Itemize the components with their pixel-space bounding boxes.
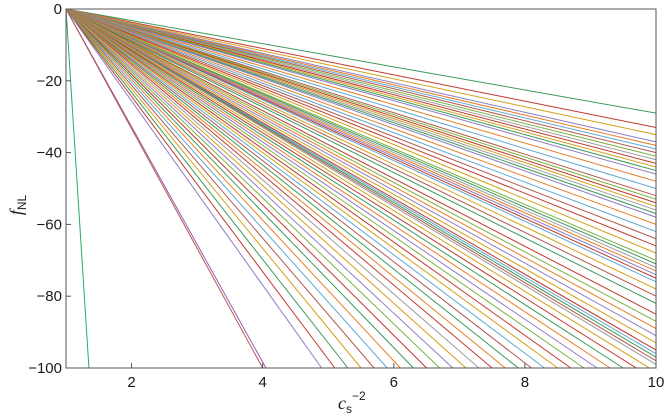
- x-axis-label-sup: −2: [352, 389, 366, 403]
- series-line-13: [65, 8, 657, 175]
- series-line-44: [65, 8, 657, 355]
- series-line-27: [65, 8, 657, 254]
- series-line-34: [65, 8, 657, 283]
- series-line-29: [65, 8, 657, 265]
- series-line-58: [65, 8, 519, 369]
- series-line-54: [65, 8, 572, 369]
- series-line-71: [65, 8, 349, 369]
- x-axis-label-sub: s: [346, 402, 352, 416]
- series-line-70: [65, 8, 362, 369]
- series-line-42: [65, 8, 657, 344]
- series-line-41: [65, 8, 657, 337]
- series-line-6: [65, 8, 657, 150]
- series-line-40: [65, 8, 657, 329]
- x-tick-label-2: 2: [127, 374, 135, 391]
- series-line-48: [65, 8, 650, 369]
- series-line-53: [65, 8, 585, 369]
- series-line-23: [65, 8, 657, 225]
- x-axis-ticks: 2 4 6 8 10: [127, 363, 664, 391]
- series-line-24: [65, 8, 657, 233]
- series-line-38: [65, 8, 657, 315]
- series-line-52: [65, 8, 598, 369]
- series-line-18: [65, 8, 657, 204]
- series-line-22: [65, 8, 657, 218]
- series-line-19: [65, 8, 657, 207]
- series-line-62: [65, 8, 467, 369]
- y-tick-label-20: −20: [37, 73, 62, 90]
- y-axis-label-sub: NL: [15, 194, 29, 210]
- series-line-15: [65, 8, 657, 189]
- series-line-1: [65, 8, 657, 114]
- series-line-35: [65, 8, 657, 290]
- series-line-75: [65, 8, 264, 369]
- series-line-39: [65, 8, 657, 322]
- x-axis-label-base: c: [338, 393, 346, 413]
- y-tick-label-0: 0: [54, 1, 62, 18]
- series-line-7: [65, 8, 657, 154]
- series-line-56: [65, 8, 545, 369]
- series-line-8: [65, 8, 657, 157]
- series-line-32: [65, 8, 657, 276]
- series-line-64: [65, 8, 441, 369]
- series-line-2: [65, 8, 657, 128]
- y-tick-label-40: −40: [37, 145, 62, 162]
- y-tick-label-60: −60: [37, 216, 62, 233]
- series-line-47: [65, 8, 657, 365]
- series-line-9: [65, 8, 657, 161]
- series-line-30: [65, 8, 657, 268]
- series-line-46: [65, 8, 657, 362]
- series-line-26: [65, 8, 657, 247]
- series-line-51: [65, 8, 611, 369]
- series-line-59: [65, 8, 506, 369]
- series-line-68: [65, 8, 388, 369]
- series-line-11: [65, 8, 657, 168]
- x-tick-label-6: 6: [390, 374, 398, 391]
- series-line-20: [65, 8, 657, 211]
- series-line-66: [65, 8, 414, 369]
- series-line-61: [65, 8, 480, 369]
- y-tick-label-100: −100: [28, 360, 62, 377]
- y-axis-ticks: 0 −20 −40 −60 −80 −100: [28, 1, 71, 377]
- series-line-33: [65, 8, 657, 279]
- series-line-63: [65, 8, 454, 369]
- x-tick-label-8: 8: [521, 374, 529, 391]
- series-line-69: [65, 8, 375, 369]
- series-line-25: [65, 8, 657, 240]
- series-line-60: [65, 8, 493, 369]
- series-line-16: [65, 8, 657, 197]
- series-line-72: [65, 8, 336, 369]
- series-line-17: [65, 8, 657, 200]
- series-line-36: [65, 8, 657, 297]
- series-line-14: [65, 8, 657, 182]
- series-line-76: [65, 8, 90, 369]
- x-axis-label: cs−2: [338, 389, 366, 416]
- series-line-31: [65, 8, 657, 272]
- series-lines: [65, 8, 657, 369]
- series-line-65: [65, 8, 427, 369]
- series-line-10: [65, 8, 657, 164]
- series-line-21: [65, 8, 657, 215]
- series-line-57: [65, 8, 532, 369]
- series-line-43: [65, 8, 657, 351]
- series-line-4: [65, 8, 657, 143]
- series-line-50: [65, 8, 624, 369]
- series-line-5: [65, 8, 657, 146]
- series-line-49: [65, 8, 637, 369]
- series-line-55: [65, 8, 558, 369]
- series-line-67: [65, 8, 401, 369]
- plot-frame: [65, 8, 657, 369]
- x-tick-label-10: 10: [648, 374, 665, 391]
- y-axis-label-base: f: [6, 207, 26, 215]
- series-line-28: [65, 8, 657, 261]
- series-line-3: [65, 8, 657, 136]
- x-tick-label-4: 4: [258, 374, 266, 391]
- series-line-12: [65, 8, 657, 172]
- series-line-45: [65, 8, 657, 358]
- y-tick-label-80: −80: [37, 288, 62, 305]
- y-axis-label: fNL: [6, 194, 29, 215]
- series-line-37: [65, 8, 657, 304]
- series-line-73: [65, 8, 323, 369]
